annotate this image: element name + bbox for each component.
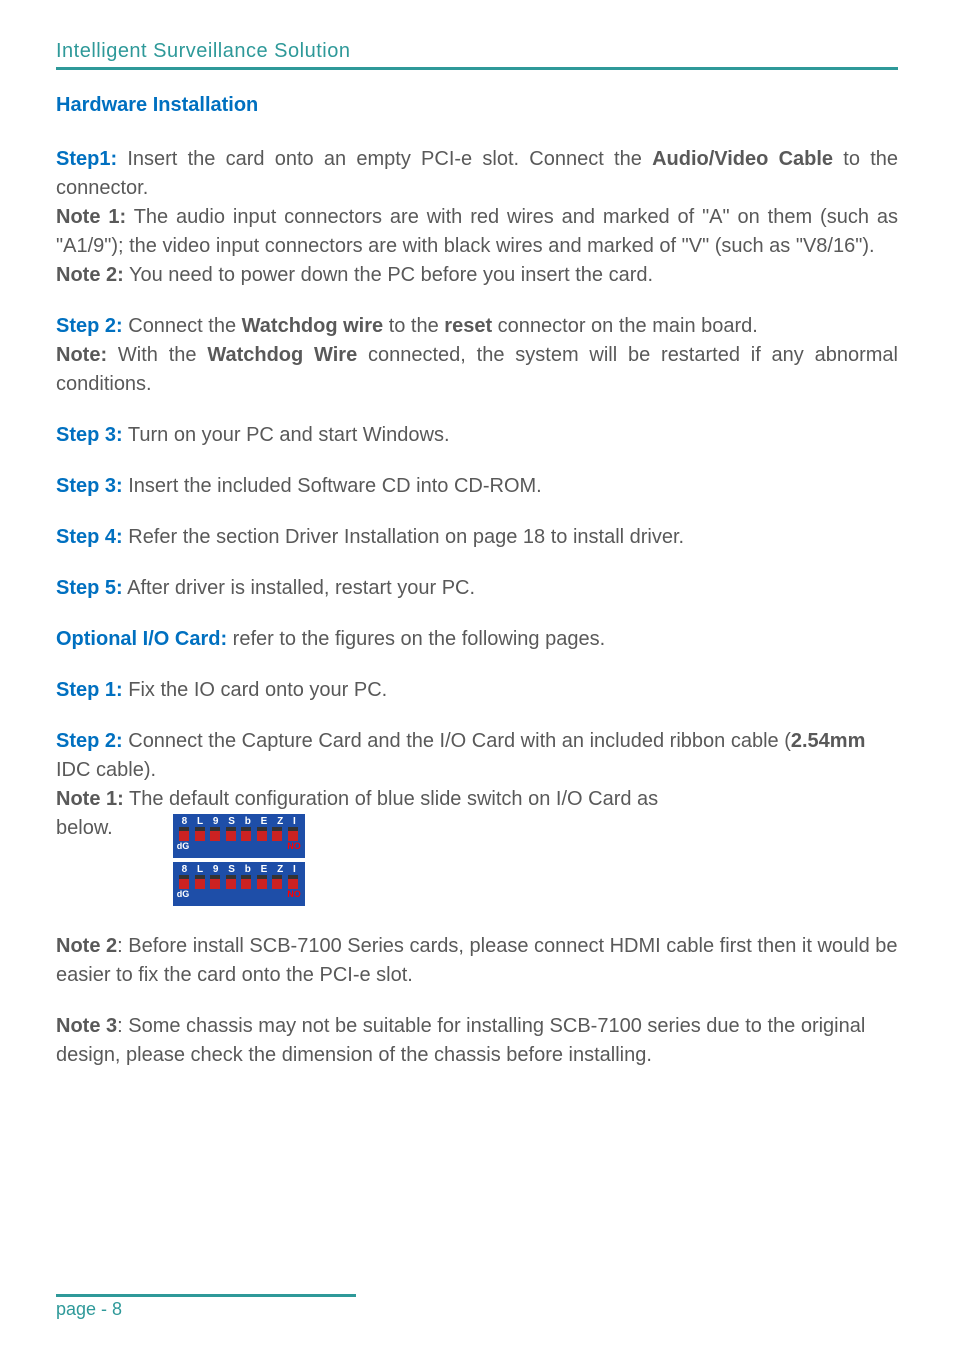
header-text: Intelligent Surveillance Solution — [56, 40, 350, 62]
section-title: Hardware Installation — [56, 94, 898, 117]
below-label: below. — [56, 814, 113, 843]
text-run: refer to the figures on the following pa… — [227, 628, 605, 650]
step-label: Step1: — [56, 148, 117, 170]
text-run: IDC cable). — [56, 759, 156, 781]
paragraph-block: Step 5: After driver is installed, resta… — [56, 574, 898, 603]
bold-text: Note 1: — [56, 788, 124, 810]
text-run: The audio input connectors are with red … — [56, 206, 898, 257]
text-run: connector on the main board. — [492, 315, 758, 337]
bold-text: Note 3 — [56, 1015, 117, 1037]
text-line: Note: With the Watchdog Wire connected, … — [56, 341, 898, 399]
text-line: Note 2: You need to power down the PC be… — [56, 261, 898, 290]
text-run: Connect the Capture Card and the I/O Car… — [123, 730, 791, 752]
text-line: Step 1: Fix the IO card onto your PC. — [56, 676, 898, 705]
text-line: Optional I/O Card: refer to the figures … — [56, 625, 898, 654]
bold-text: Note 2 — [56, 935, 117, 957]
paragraph-block: Note 2: Before install SCB-7100 Series c… — [56, 932, 898, 990]
step-label: Step 1: — [56, 679, 123, 701]
bold-text: reset — [444, 315, 492, 337]
step-label: Step 5: — [56, 577, 123, 599]
bold-text: Note 1: — [56, 206, 126, 228]
text-run: Insert the included Software CD into CD-… — [123, 475, 542, 497]
footer-page: page - 8 — [56, 1299, 356, 1320]
text-line: Step 2: Connect the Watchdog wire to the… — [56, 312, 898, 341]
text-run: Refer the section Driver Installation on… — [123, 526, 684, 548]
text-run: Insert the card onto an empty PCI-e slot… — [117, 148, 652, 170]
text-run: After driver is installed, restart your … — [123, 577, 475, 599]
text-line: Step 3: Turn on your PC and start Window… — [56, 421, 898, 450]
text-line: Note 3: Some chassis may not be suitable… — [56, 1012, 898, 1070]
footer-line — [56, 1294, 356, 1297]
text-run: Fix the IO card onto your PC. — [123, 679, 388, 701]
bold-text: 2.54mm — [791, 730, 866, 752]
paragraph-block: Step 1: Fix the IO card onto your PC. — [56, 676, 898, 705]
step-label: Optional I/O Card: — [56, 628, 227, 650]
text-line: Step1: Insert the card onto an empty PCI… — [56, 145, 898, 203]
text-line: Note 1: The audio input connectors are w… — [56, 203, 898, 261]
text-run: The default configuration of blue slide … — [124, 788, 658, 810]
text-line: Step 3: Insert the included Software CD … — [56, 472, 898, 501]
step-label: Step 2: — [56, 730, 123, 752]
paragraph-block: Optional I/O Card: refer to the figures … — [56, 625, 898, 654]
paragraph-block: Step 4: Refer the section Driver Install… — [56, 523, 898, 552]
bold-text: Watchdog Wire — [207, 344, 357, 366]
text-line: Note 2: Before install SCB-7100 Series c… — [56, 932, 898, 990]
bold-text: Watchdog wire — [242, 315, 383, 337]
text-line: Note 1: The default configuration of blu… — [56, 785, 898, 814]
paragraph-block: Step 2: Connect the Capture Card and the… — [56, 727, 898, 910]
step-label: Step 4: — [56, 526, 123, 548]
step-label: Step 2: — [56, 315, 123, 337]
text-run: You need to power down the PC before you… — [124, 264, 653, 286]
text-run: Turn on your PC and start Windows. — [123, 424, 450, 446]
text-run: Connect the — [123, 315, 242, 337]
bold-text: Note 2: — [56, 264, 124, 286]
step-label: Step 3: — [56, 424, 123, 446]
step-label: Step 3: — [56, 475, 123, 497]
paragraph-block: Step 3: Turn on your PC and start Window… — [56, 421, 898, 450]
header-title: Intelligent Surveillance Solution — [56, 40, 898, 70]
paragraph-block: Step 2: Connect the Watchdog wire to the… — [56, 312, 898, 399]
bold-text: Note: — [56, 344, 107, 366]
dip-switch-figure: 8L9SbEZIdGNO8L9SbEZIdGNO — [173, 814, 305, 910]
bold-text: Audio/Video Cable — [652, 148, 833, 170]
text-line: Step 5: After driver is installed, resta… — [56, 574, 898, 603]
paragraph-block: Note 3: Some chassis may not be suitable… — [56, 1012, 898, 1070]
text-run: to the — [383, 315, 444, 337]
footer: page - 8 — [56, 1294, 356, 1320]
text-run: With the — [107, 344, 207, 366]
text-run: : Some chassis may not be suitable for i… — [56, 1015, 865, 1066]
text-line: Step 4: Refer the section Driver Install… — [56, 523, 898, 552]
paragraph-block: Step 3: Insert the included Software CD … — [56, 472, 898, 501]
paragraph-block: Step1: Insert the card onto an empty PCI… — [56, 145, 898, 290]
text-line: Step 2: Connect the Capture Card and the… — [56, 727, 898, 785]
text-run: : Before install SCB-7100 Series cards, … — [56, 935, 898, 986]
